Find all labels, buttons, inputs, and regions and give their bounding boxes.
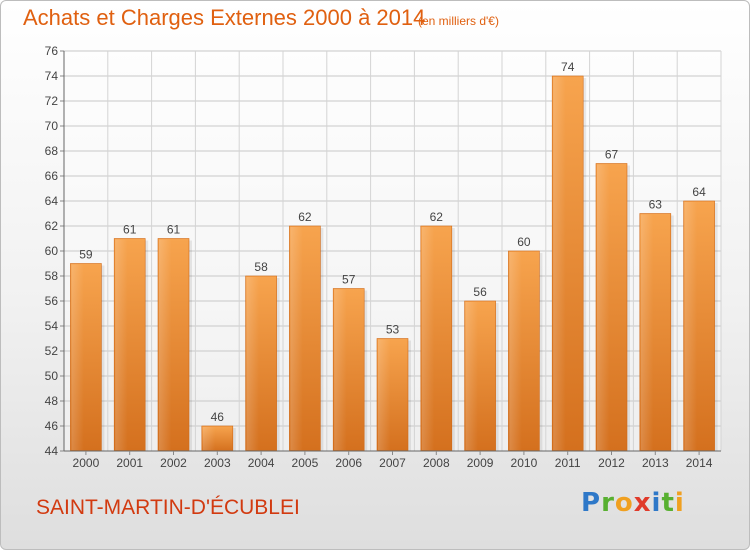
bar-highlight xyxy=(597,164,610,450)
x-tick-label: 2012 xyxy=(598,456,625,470)
data-label: 62 xyxy=(298,210,312,224)
data-label: 63 xyxy=(649,198,663,212)
x-tick-label: 2008 xyxy=(423,456,450,470)
bar-highlight xyxy=(115,239,128,450)
x-tick-label: 2004 xyxy=(248,456,275,470)
data-label: 60 xyxy=(517,235,531,249)
x-tick-label: 2006 xyxy=(335,456,362,470)
x-tick-label: 2014 xyxy=(686,456,713,470)
data-label: 53 xyxy=(386,323,400,337)
x-tick-label: 2000 xyxy=(73,456,100,470)
y-tick-label: 74 xyxy=(45,69,59,83)
y-tick-label: 44 xyxy=(45,444,59,458)
x-tick-label: 2007 xyxy=(379,456,406,470)
y-tick-label: 50 xyxy=(45,369,59,383)
data-label: 56 xyxy=(473,285,487,299)
data-label: 67 xyxy=(605,148,619,162)
proxiti-logo[interactable]: Proxiti xyxy=(581,488,685,518)
data-label: 57 xyxy=(342,273,356,287)
place-name: SAINT-MARTIN-D'ÉCUBLEI xyxy=(36,496,300,519)
y-tick-label: 52 xyxy=(45,344,59,358)
chart-title: Achats et Charges Externes 2000 à 2014 xyxy=(23,5,426,30)
y-tick-label: 72 xyxy=(45,94,59,108)
y-tick-label: 48 xyxy=(45,394,59,408)
y-tick-label: 56 xyxy=(45,294,59,308)
y-tick-label: 46 xyxy=(45,419,59,433)
data-label: 59 xyxy=(79,248,93,262)
y-tick-label: 76 xyxy=(45,44,59,58)
y-tick-label: 66 xyxy=(45,169,59,183)
data-label: 74 xyxy=(561,60,575,74)
data-label: 61 xyxy=(123,223,137,237)
y-tick-label: 70 xyxy=(45,119,59,133)
y-tick-label: 68 xyxy=(45,144,59,158)
data-label: 62 xyxy=(430,210,444,224)
y-tick-label: 62 xyxy=(45,219,59,233)
labels-layer: 59 61 61 46 58 62 57 53 62 56 60 74 67 63 64 xyxy=(79,60,706,424)
data-label: 46 xyxy=(211,410,225,424)
data-label: 61 xyxy=(167,223,181,237)
x-tick-label: 2013 xyxy=(642,456,669,470)
x-tick-label: 2005 xyxy=(292,456,319,470)
bar-highlight xyxy=(465,302,478,450)
bar-highlight xyxy=(421,227,435,450)
bar-highlight xyxy=(159,239,172,450)
x-tick-label: 2011 xyxy=(555,456,581,470)
x-tick-label: 2001 xyxy=(116,456,143,470)
x-tick-label: 2010 xyxy=(511,456,538,470)
bar-highlight xyxy=(246,277,259,450)
chart-subtitle: (en milliers d'€) xyxy=(418,14,499,28)
bar-highlight xyxy=(640,214,654,450)
bar-highlight xyxy=(334,289,347,450)
y-tick-label: 58 xyxy=(45,269,59,283)
bar-highlight xyxy=(290,227,303,450)
bar-highlight xyxy=(509,252,522,450)
data-label: 58 xyxy=(254,260,268,274)
bar-highlight xyxy=(378,339,391,450)
bars-layer xyxy=(70,75,718,452)
bar-highlight xyxy=(202,427,216,450)
x-tick-label: 2009 xyxy=(467,456,494,470)
data-label: 64 xyxy=(692,185,706,199)
x-tick-label: 2003 xyxy=(204,456,231,470)
bar-highlight xyxy=(684,202,697,450)
axis-layer: 44 46 48 50 52 54 56 58 60 62 64 66 68 70 72 74 76 2000 20… xyxy=(45,44,721,470)
bar-highlight xyxy=(71,264,84,450)
y-tick-label: 60 xyxy=(45,244,59,258)
x-tick-label: 2002 xyxy=(160,456,187,470)
y-tick-label: 64 xyxy=(45,194,59,208)
bar-highlight xyxy=(553,77,566,450)
y-tick-label: 54 xyxy=(45,319,59,333)
